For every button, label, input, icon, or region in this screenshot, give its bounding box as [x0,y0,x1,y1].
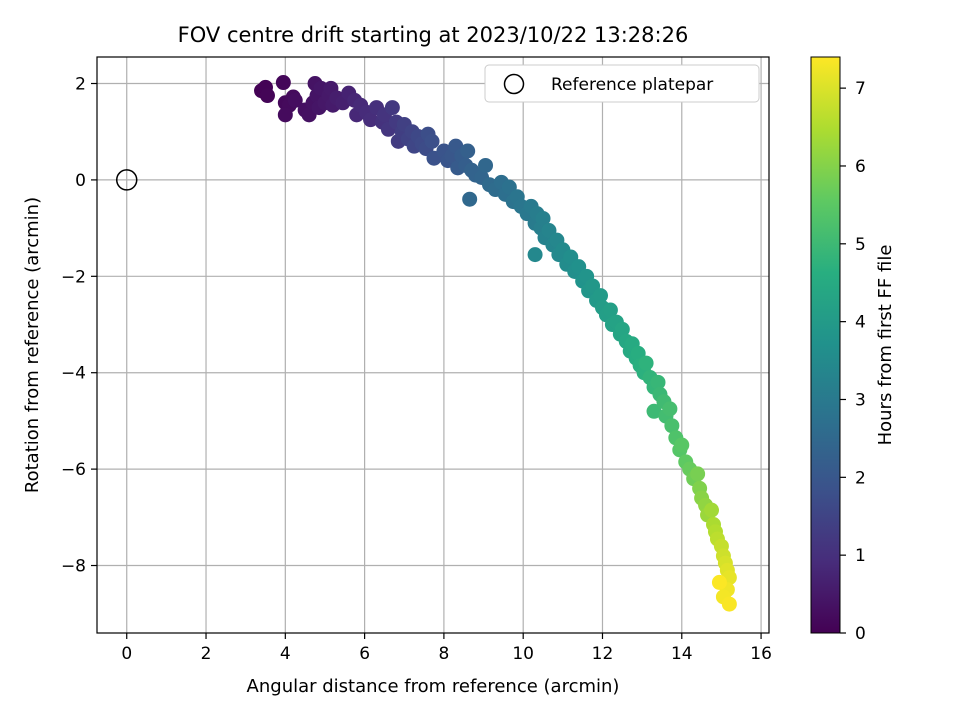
reference-marker [115,169,138,191]
data-point [462,191,478,207]
data-point [277,107,293,123]
plot-frame [96,56,770,634]
data-point [527,247,543,263]
data-point [664,418,680,434]
legend-marker [503,73,525,95]
grid [97,57,769,633]
legend-box [484,64,760,103]
colorbar [810,56,841,634]
data-point [704,502,720,518]
x-tick-label: 4 [280,644,291,664]
data-point [650,374,666,390]
y-tick-label: 0 [75,171,86,191]
colorbar-tick-label: 5 [855,235,866,255]
x-axis-ticks: 0 2 4 6 8 10 12 14 16 [121,633,772,664]
colorbar-tick-label: 0 [855,624,866,644]
data-point [638,355,654,371]
y-axis-label: Rotation from reference (arcmin) [22,197,43,493]
x-tick-label: 10 [512,644,534,664]
x-tick-label: 8 [438,644,449,664]
y-tick-label: 2 [75,75,86,95]
colorbar-tick-label: 7 [855,79,866,99]
y-tick-label: −6 [61,460,86,480]
legend: Reference platepar [484,64,760,103]
data-point [478,157,494,173]
x-axis-label: Angular distance from reference (arcmin) [247,676,620,697]
y-tick-label: −2 [61,267,86,287]
data-point [711,574,727,590]
x-tick-label: 16 [750,644,772,664]
data-point [721,596,737,612]
colorbar-tick-label: 4 [855,313,866,333]
x-tick-label: 12 [592,644,614,664]
x-tick-label: 14 [671,644,693,664]
colorbar-ticks: 0 1 2 3 4 5 6 7 [840,79,866,644]
data-points [254,75,737,612]
colorbar-tick-label: 1 [855,546,866,566]
colorbar-label: Hours from first FF file [875,245,896,446]
colorbar-tick-label: 6 [855,157,866,177]
data-point [614,321,630,337]
data-point [593,288,609,304]
x-tick-label: 6 [359,644,370,664]
legend-entry-reference: Reference platepar [551,75,713,95]
y-axis-ticks: 2 0 −2 −4 −6 −8 [61,75,97,577]
x-tick-label: 2 [201,644,212,664]
data-point [535,210,551,226]
data-point [259,88,275,104]
data-point [674,437,690,453]
y-tick-label: −8 [61,557,86,577]
data-point [690,466,706,482]
data-point [646,403,662,419]
colorbar-tick-label: 2 [855,468,866,488]
data-point [287,92,303,108]
y-tick-label: −4 [61,364,86,384]
x-tick-label: 0 [121,644,132,664]
data-point [602,302,618,318]
data-point [460,143,476,159]
data-point [363,112,379,128]
data-point [275,75,291,91]
colorbar-tick-label: 3 [855,390,866,410]
data-point [424,133,440,149]
data-point [384,100,400,116]
reference-point [115,169,138,191]
data-point [662,401,678,417]
chart-title: FOV centre drift starting at 2023/10/22 … [178,23,689,47]
